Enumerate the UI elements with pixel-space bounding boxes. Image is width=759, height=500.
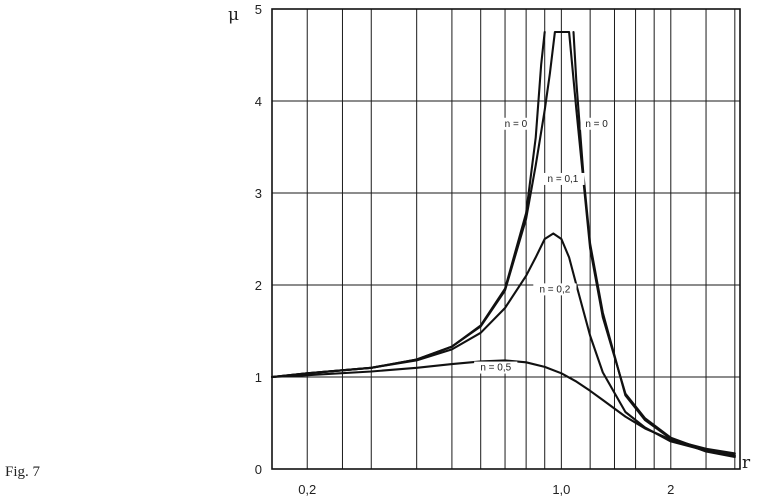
curve-label-4: n = 0,5 xyxy=(480,363,511,374)
x-tick-label: 0,2 xyxy=(298,482,316,497)
y-tick-label: 2 xyxy=(255,278,262,293)
y-tick-label: 5 xyxy=(255,2,262,17)
x-tick-labels: 0,2 1,0 2 xyxy=(298,482,674,497)
plot-frame xyxy=(271,8,741,470)
curve-4 xyxy=(270,359,736,455)
y-tick-labels: 0 1 2 3 4 5 xyxy=(255,2,262,477)
curve-label-backing xyxy=(533,283,577,296)
figure-caption: Fig. 7 xyxy=(5,464,41,480)
y-axis-title: μ xyxy=(228,5,239,25)
curve-label-backing xyxy=(541,172,585,185)
y-tick-label: 3 xyxy=(255,186,262,201)
curve-label-3: n = 0,2 xyxy=(539,284,570,295)
curve-label-backing xyxy=(474,361,518,374)
curve-labels: n = 0 n = 0 n = 0,1 n = 0,2 n = 0,5 xyxy=(474,117,613,374)
curve-label-2: n = 0,1 xyxy=(547,174,578,185)
curve-label-0: n = 0 xyxy=(505,119,528,130)
curve-2 xyxy=(270,30,736,458)
x-tick-label: 2 xyxy=(667,482,674,497)
curve-label-backing xyxy=(580,117,613,130)
response-curves xyxy=(270,30,736,459)
y-tick-label: 1 xyxy=(255,370,262,385)
vertical-gridlines xyxy=(306,9,736,469)
curve-3 xyxy=(270,232,736,457)
curve-label-1: n = 0 xyxy=(585,119,608,130)
y-tick-label: 4 xyxy=(255,94,262,109)
x-tick-label: 1,0 xyxy=(552,482,570,497)
curve-0 xyxy=(270,30,546,379)
curve-label-backing xyxy=(499,117,532,130)
x-axis-title: r xyxy=(742,453,751,473)
y-tick-label: 0 xyxy=(255,462,262,477)
